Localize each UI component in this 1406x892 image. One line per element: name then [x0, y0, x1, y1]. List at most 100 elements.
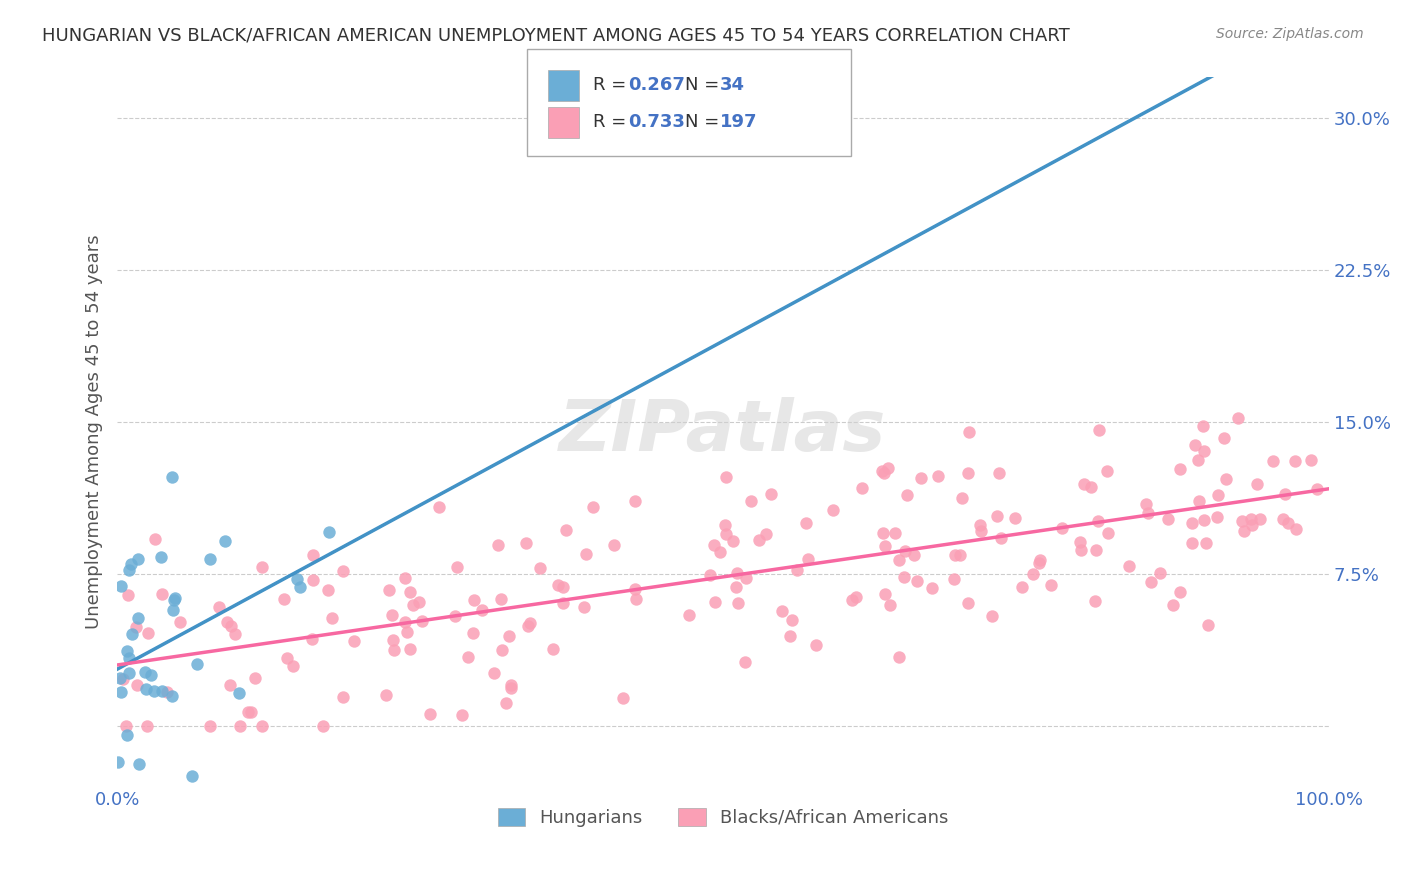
Point [851, 482, 873, 496]
Point [288, 580, 311, 594]
Point [1205, 510, 1227, 524]
Point [1230, 514, 1253, 528]
Point [823, 503, 845, 517]
Point [678, 608, 700, 623]
Point [302, 574, 325, 588]
Point [427, 500, 450, 514]
Point [114, 719, 136, 733]
Point [1085, 543, 1108, 558]
Point [419, 706, 441, 721]
Point [1168, 462, 1191, 476]
Point [486, 538, 509, 552]
Point [461, 625, 484, 640]
Point [1187, 452, 1209, 467]
Point [482, 665, 505, 680]
Text: 197: 197 [720, 113, 758, 131]
Point [969, 517, 991, 532]
Point [1040, 578, 1063, 592]
Text: 34: 34 [720, 76, 745, 94]
Point [160, 689, 183, 703]
Text: 0.267: 0.267 [628, 76, 685, 94]
Point [893, 570, 915, 584]
Point [841, 593, 863, 607]
Point [794, 516, 817, 530]
Point [281, 659, 304, 673]
Point [873, 466, 896, 480]
Point [554, 523, 576, 537]
Point [623, 494, 645, 508]
Point [1301, 453, 1323, 467]
Point [551, 596, 574, 610]
Point [949, 548, 972, 562]
Point [381, 607, 404, 622]
Point [411, 614, 433, 628]
Point [1087, 515, 1109, 529]
Point [399, 642, 422, 657]
Point [1197, 618, 1219, 632]
Point [394, 571, 416, 585]
Point [572, 599, 595, 614]
Point [162, 470, 184, 484]
Point [1050, 521, 1073, 535]
Point [727, 596, 749, 610]
Point [740, 494, 762, 508]
Point [108, 672, 131, 686]
Point [905, 574, 928, 588]
Point [797, 552, 820, 566]
Point [143, 684, 166, 698]
Text: R =: R = [593, 76, 633, 94]
Point [1087, 423, 1109, 437]
Point [236, 705, 259, 719]
Point [107, 755, 129, 769]
Point [709, 544, 731, 558]
Point [163, 592, 186, 607]
Point [1084, 594, 1107, 608]
Point [956, 596, 979, 610]
Point [443, 609, 465, 624]
Point [318, 582, 340, 597]
Point [516, 618, 538, 632]
Point [950, 491, 973, 506]
Legend: Hungarians, Blacks/African Americans: Hungarians, Blacks/African Americans [491, 800, 956, 834]
Point [1161, 599, 1184, 613]
Point [501, 681, 523, 696]
Point [780, 613, 803, 627]
Point [149, 550, 172, 565]
Point [273, 592, 295, 607]
Point [215, 615, 238, 630]
Point [1011, 580, 1033, 594]
Point [229, 719, 252, 733]
Text: R =: R = [593, 113, 633, 131]
Point [224, 627, 246, 641]
Text: 0.733: 0.733 [628, 113, 685, 131]
Point [408, 595, 430, 609]
Point [118, 651, 141, 665]
Point [243, 671, 266, 685]
Point [463, 593, 485, 607]
Point [910, 471, 932, 485]
Point [1192, 419, 1215, 434]
Point [1241, 518, 1264, 533]
Point [1261, 454, 1284, 468]
Point [981, 609, 1004, 624]
Point [239, 705, 262, 719]
Point [121, 626, 143, 640]
Point [723, 533, 745, 548]
Point [921, 581, 943, 595]
Point [970, 524, 993, 539]
Point [378, 582, 401, 597]
Point [163, 591, 186, 606]
Point [219, 678, 242, 692]
Point [870, 464, 893, 478]
Point [332, 564, 354, 578]
Point [1226, 411, 1249, 425]
Point [186, 657, 208, 671]
Point [714, 518, 737, 533]
Point [115, 786, 138, 800]
Point [519, 616, 541, 631]
Point [889, 650, 911, 665]
Point [399, 585, 422, 599]
Point [1272, 512, 1295, 526]
Point [150, 587, 173, 601]
Point [208, 600, 231, 615]
